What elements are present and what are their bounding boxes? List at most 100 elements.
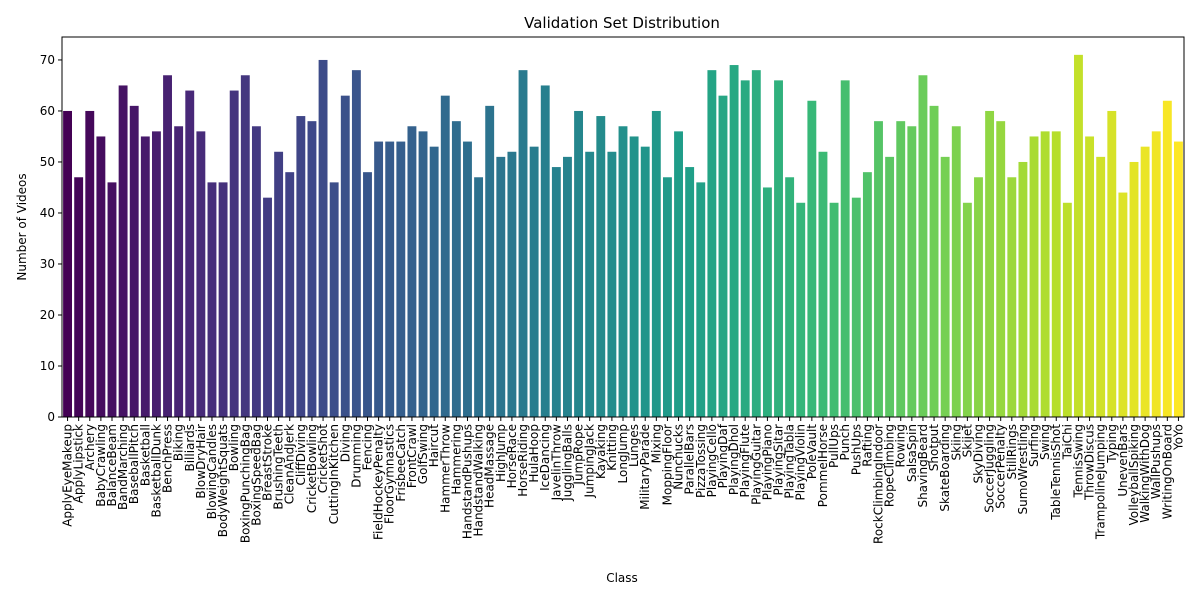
bar	[1018, 161, 1028, 417]
bar	[862, 172, 872, 417]
x-tick-label: PlayingGuitar	[749, 424, 763, 505]
x-tick-label: CuttingInKitchen	[327, 424, 341, 524]
bar	[285, 172, 295, 417]
bar	[640, 146, 650, 417]
x-tick-label: FrisbeeCatch	[394, 424, 408, 502]
bar	[240, 75, 250, 417]
x-tick-label: BabyCrawling	[94, 424, 108, 507]
x-tick-label: TableTennisShot	[1049, 424, 1063, 521]
x-tick-label: PlayingPiano	[760, 424, 774, 500]
x-tick-label: Nunchucks	[672, 424, 686, 490]
x-tick-label: BenchPress	[161, 424, 175, 493]
x-tick-label: BodyWeightSquats	[216, 424, 230, 537]
bar	[807, 100, 817, 417]
y-tick-label: 60	[40, 104, 55, 118]
x-tick-label: Kayaking	[594, 424, 608, 479]
x-tick-label: PlayingFlute	[738, 424, 752, 498]
x-tick-label: Bowling	[227, 424, 241, 471]
bar	[685, 167, 695, 417]
bar	[551, 167, 561, 417]
x-tick-label: FieldHockeyPenalty	[372, 424, 386, 540]
bar	[340, 95, 350, 417]
bar	[707, 70, 717, 418]
y-tick-label: 10	[40, 359, 55, 373]
bar	[1129, 161, 1139, 417]
bar	[318, 59, 328, 417]
x-tick-label: Shotput	[927, 424, 941, 471]
bar	[851, 197, 861, 417]
x-tick-label: HighJump	[494, 424, 508, 482]
bar	[385, 141, 395, 417]
x-tick-label: TrampolineJumping	[1094, 424, 1108, 540]
bars-group	[63, 54, 1183, 418]
x-tick-label: MilitaryParade	[638, 424, 652, 510]
x-tick-label: PushUps	[849, 424, 863, 475]
bar	[1096, 156, 1106, 417]
x-tick-label: CliffDiving	[294, 424, 308, 486]
x-tick-label: ApplyEyeMakeup	[61, 424, 75, 527]
chart-title: Validation Set Distribution	[524, 14, 720, 32]
bar	[729, 65, 739, 418]
y-tick-label: 40	[40, 206, 55, 220]
x-tick-label: WallPushups	[1149, 424, 1163, 499]
bar	[718, 95, 728, 417]
x-tick-label: UnevenBars	[1116, 424, 1130, 497]
bar	[451, 121, 461, 417]
bar	[296, 116, 306, 418]
bar	[518, 70, 528, 418]
x-tick-label: PlayingCello	[705, 424, 719, 497]
bar	[540, 85, 550, 418]
x-tick-label: Billiards	[183, 424, 197, 472]
x-tick-label: Haircut	[427, 424, 441, 468]
bar	[962, 202, 972, 417]
x-tick-label: HammerThrow	[438, 424, 452, 513]
bar	[363, 172, 372, 417]
bar	[651, 110, 661, 418]
bar	[118, 85, 128, 418]
bar	[585, 151, 595, 417]
bar	[263, 197, 272, 417]
bar	[985, 110, 995, 418]
bar	[140, 136, 150, 418]
x-tick-label: PommelHorse	[816, 424, 830, 507]
bar	[596, 116, 606, 418]
x-tick-label: HandstandWalking	[472, 424, 486, 536]
bar	[463, 141, 472, 417]
x-tick-label: BrushingTeeth	[272, 424, 286, 510]
bar	[996, 121, 1006, 417]
bar	[229, 90, 239, 418]
x-tick-label: Typing	[1105, 424, 1119, 464]
x-tick-label: Skijet	[960, 424, 974, 458]
bar	[196, 131, 206, 417]
bar	[607, 151, 617, 417]
bar	[251, 126, 261, 417]
plot-frame	[61, 36, 1185, 418]
x-tick-label: WalkingWithDog	[1138, 424, 1152, 523]
x-tick-label: PlayingDaf	[716, 423, 730, 488]
bar	[274, 151, 284, 417]
x-tick-label: PizzaTossing	[694, 424, 708, 498]
x-tick-label: Hammering	[449, 424, 463, 495]
x-tick-label: HorseRace	[505, 424, 519, 488]
bar	[529, 146, 539, 417]
bar	[785, 177, 795, 417]
x-tick-label: PlayingSitar	[772, 424, 786, 496]
x-tick-label: Punch	[838, 424, 852, 460]
x-tick-label: IceDancing	[538, 424, 552, 491]
bar	[896, 121, 906, 417]
x-tick-label: HeadMassage	[483, 424, 497, 508]
bar	[885, 156, 895, 417]
x-tick-label: JugglingBalls	[560, 424, 574, 502]
x-tick-label: CricketBowling	[305, 424, 319, 513]
bar	[1162, 100, 1172, 417]
x-tick-label: JumpingJack	[583, 424, 597, 498]
y-tick-label: 50	[40, 155, 55, 169]
bar	[429, 146, 439, 417]
bar	[163, 75, 172, 417]
bar	[818, 151, 828, 417]
y-tick-label: 0	[47, 410, 55, 424]
x-tick-label: HulaHoop	[527, 424, 541, 483]
bar	[829, 202, 839, 417]
bar	[418, 131, 428, 417]
bar	[329, 182, 339, 417]
